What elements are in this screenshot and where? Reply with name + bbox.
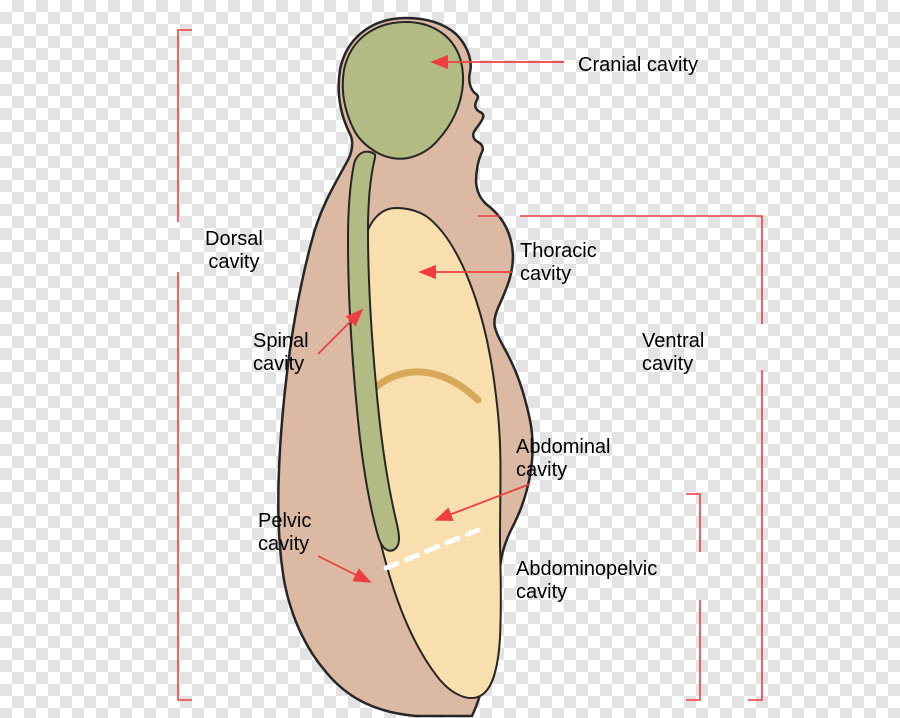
ventral-label: Ventral cavity: [642, 330, 704, 376]
abdominopelvic-bracket: [686, 494, 700, 700]
anatomy-svg: [0, 0, 900, 718]
pelvic-label: Pelvic cavity: [258, 510, 311, 556]
cranial-label: Cranial cavity: [578, 54, 698, 77]
abdominal-label: Abdominal cavity: [516, 436, 611, 482]
diagram-stage: Cranial cavity Dorsal cavity Thoracic ca…: [0, 0, 900, 718]
spinal-label: Spinal cavity: [253, 330, 309, 376]
dorsal-bracket: [178, 30, 192, 700]
dorsal-label: Dorsal cavity: [205, 228, 263, 274]
abdominopelvic-label: Abdominopelvic cavity: [516, 558, 657, 604]
thoracic-label: Thoracic cavity: [520, 240, 597, 286]
